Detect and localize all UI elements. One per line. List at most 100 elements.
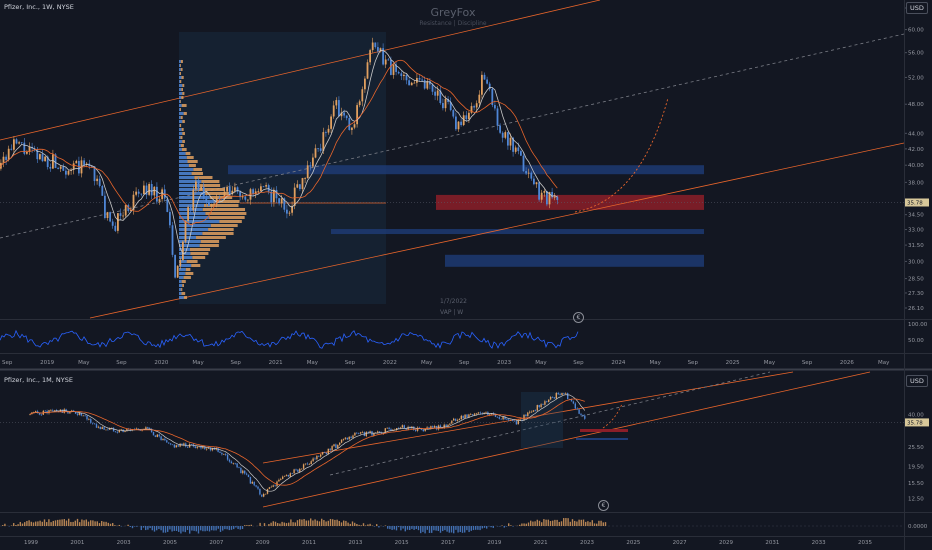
candle-body	[97, 426, 100, 428]
oscillator-bar	[92, 520, 94, 526]
oscillator-bar	[321, 518, 323, 526]
candle-body	[478, 94, 481, 104]
top-currency-badge[interactable]: USD	[906, 2, 928, 14]
volume-profile-bar	[179, 144, 181, 147]
candle-body	[565, 393, 567, 394]
top-x-tick-label: 2022	[383, 360, 397, 366]
volume-profile-bar	[179, 236, 197, 239]
candle-body	[150, 428, 153, 432]
oscillator-bar	[351, 521, 354, 526]
candle-body	[93, 166, 96, 182]
candle-body	[413, 82, 416, 84]
top-x-tick-label: 2020	[154, 360, 168, 366]
bottom-x-tick-label: 2029	[719, 540, 733, 546]
volume-profile-bar	[199, 244, 219, 247]
candle-body	[382, 432, 385, 434]
oscillator-bar	[323, 520, 325, 526]
oscillator-bar	[211, 526, 213, 531]
candle-body	[514, 147, 517, 152]
oscillator-bar	[208, 526, 211, 532]
volume-profile-bar	[186, 260, 198, 263]
volume-profile-bar	[182, 120, 185, 123]
candle-body	[76, 413, 79, 415]
candle-body	[457, 121, 460, 130]
oscillator-bar	[523, 523, 525, 526]
candle-body	[266, 488, 269, 494]
top-x-tick-label: 2021	[269, 360, 283, 366]
oscillator-bar	[195, 526, 197, 532]
candle-body	[356, 432, 358, 434]
candle-body	[410, 82, 413, 86]
oscillator-bar	[118, 524, 120, 526]
candle-body	[312, 157, 314, 167]
oscillator-bar	[538, 520, 541, 526]
candle-body	[278, 479, 280, 482]
candle-body	[206, 448, 208, 450]
oscillator-bar	[281, 521, 283, 526]
oscillator-bar	[147, 526, 149, 530]
candle-body	[323, 452, 326, 453]
candle-body	[464, 414, 466, 419]
candle-body	[184, 220, 187, 242]
candle-body	[137, 191, 140, 194]
candle-body	[219, 451, 221, 453]
oscillator-bar	[15, 524, 17, 526]
candle-body	[529, 411, 531, 413]
candle-body	[54, 154, 57, 168]
candle-body	[546, 191, 548, 205]
oscillator-bar	[32, 522, 35, 526]
top-event-bubble-icon[interactable]: €	[573, 312, 584, 323]
volume-profile-bar	[180, 68, 183, 71]
candle-body	[582, 414, 584, 416]
bottom-x-tick-label: 2021	[534, 540, 548, 546]
candle-body	[109, 212, 112, 222]
volume-profile-bar	[215, 200, 240, 203]
candle-body	[318, 455, 320, 457]
candle-body	[519, 419, 521, 421]
bottom-moving-average-fast	[29, 394, 586, 492]
candle-body	[321, 452, 324, 455]
top-oscillator	[0, 329, 579, 349]
candle-body	[346, 437, 348, 440]
candle-body	[75, 160, 78, 164]
candle-body	[247, 199, 249, 201]
volume-profile-bar	[179, 100, 181, 103]
oscillator-bar	[547, 519, 549, 526]
oscillator-bar	[521, 523, 523, 526]
volume-profile-bar	[188, 164, 196, 167]
candle-body	[508, 419, 510, 421]
candle-body	[92, 422, 94, 424]
candle-body	[432, 426, 434, 428]
candle-body	[299, 184, 301, 190]
candle-body	[451, 420, 453, 424]
candle-body	[523, 414, 525, 421]
candle-body	[329, 448, 331, 451]
volume-profile-bar	[179, 284, 183, 287]
oscillator-bar	[450, 526, 453, 533]
volume-profile-bar	[205, 212, 247, 215]
oscillator-bar	[604, 522, 607, 526]
oscillator-bar	[347, 522, 349, 526]
volume-profile-bar	[181, 88, 183, 91]
bottom-currency-badge[interactable]: USD	[906, 375, 928, 387]
oscillator-bar	[393, 526, 395, 530]
candle-body	[49, 167, 52, 169]
oscillator-bar	[17, 524, 19, 526]
candle-body	[36, 411, 39, 413]
oscillator-bar	[404, 526, 406, 532]
candle-body	[340, 439, 343, 443]
oscillator-bar	[182, 526, 184, 532]
candle-body	[124, 430, 126, 432]
candle-body	[278, 198, 281, 204]
volume-profile-bar	[179, 128, 182, 131]
top-y-tick-label: 48.00	[908, 102, 924, 108]
candle-body	[423, 80, 426, 89]
oscillator-bar	[543, 519, 545, 526]
oscillator-bar	[312, 520, 314, 526]
candle-body	[244, 470, 246, 474]
bottom-event-bubble-icon[interactable]: €	[598, 500, 609, 511]
candle-body	[335, 444, 337, 449]
oscillator-bar	[204, 526, 206, 532]
volume-profile-bar	[179, 140, 183, 143]
